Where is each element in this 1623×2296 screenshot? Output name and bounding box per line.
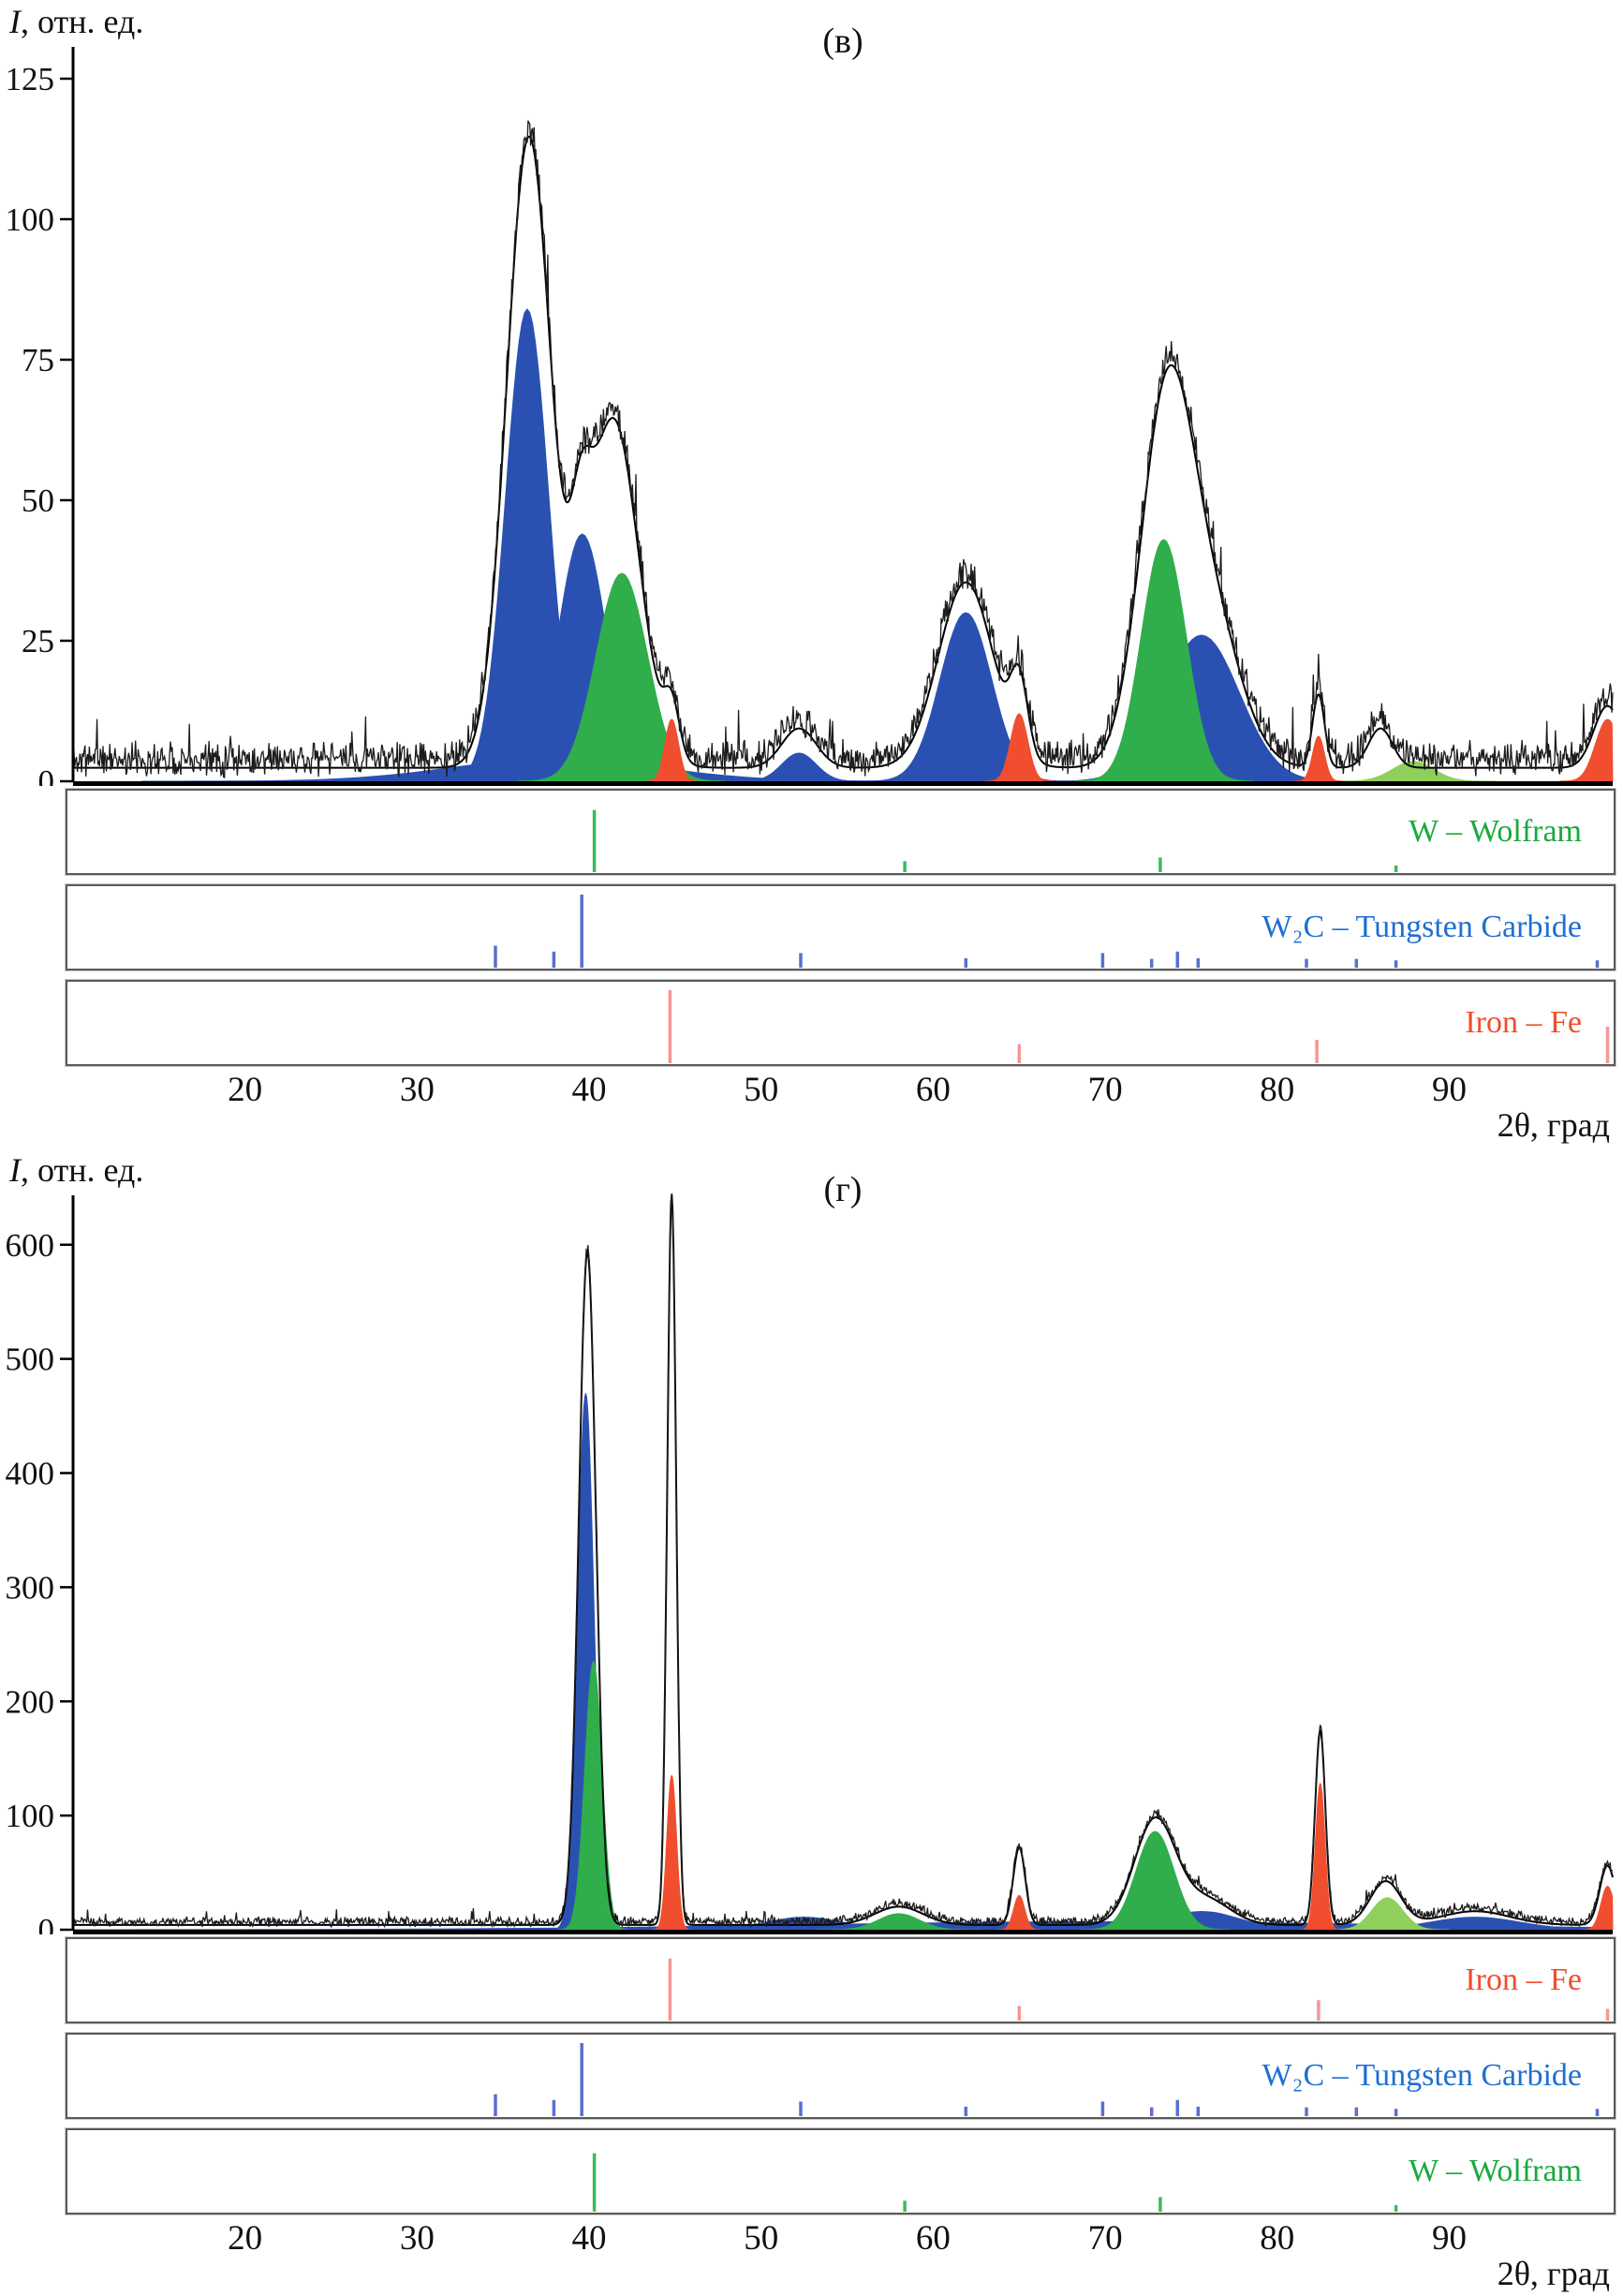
fit-peak-Fe — [643, 718, 700, 782]
figure-panel-g: I, отн. ед. (г) 0 100 200 300 400 500 600 Iron… — [0, 1148, 1623, 2296]
ref-strip-label: Iron – Fe — [1465, 1005, 1582, 1040]
fit-peak-W — [816, 1913, 981, 1931]
x-tick-label: 30 — [399, 2219, 435, 2258]
y-tick-label: 200 — [6, 1683, 55, 1720]
y-axis-title: I, отн. ед. — [9, 2, 143, 41]
y-axis-title-symbol: I — [9, 3, 21, 40]
xrd-plot: 0 100 200 300 400 500 600 — [6, 1192, 1614, 1934]
y-axis-title-units: , отн. ед. — [21, 3, 144, 40]
fit-peak-Fe — [996, 1894, 1041, 1931]
panel-label: (в) — [822, 22, 863, 61]
y-tick-label: 400 — [6, 1456, 55, 1492]
fit-envelope — [73, 135, 1614, 769]
y-tick-label: 125 — [6, 61, 55, 97]
fit-peak-W — [558, 1660, 628, 1931]
fit-peak-Fe — [1294, 735, 1343, 782]
ref-sticks — [592, 2153, 1398, 2212]
x-tick-label: 30 — [399, 1071, 435, 1109]
fit-peak-W — [1330, 761, 1497, 782]
fit-peak-W2C — [730, 752, 868, 782]
x-tick-label: 20 — [228, 2219, 263, 2258]
y-tick-label: 0 — [38, 763, 55, 786]
y-axis-title: I, отн. ед. — [9, 1150, 143, 1190]
x-tick-label: 80 — [1260, 2219, 1295, 2258]
y-tick-label: 50 — [22, 482, 54, 519]
x-tick-label: 20 — [228, 1071, 263, 1109]
y-tick-label: 300 — [6, 1569, 55, 1606]
x-axis-ticks: 20 30 40 50 60 70 80 90 — [0, 2218, 1623, 2263]
ref-strip: W – Wolfram — [66, 2128, 1616, 2215]
fit-peak-W — [1079, 1830, 1232, 1931]
fit-peak-W — [1325, 1897, 1450, 1931]
x-tick-label: 40 — [571, 2219, 607, 2258]
x-tick-label: 90 — [1431, 2219, 1467, 2258]
fit-peak-Fe — [1581, 1886, 1614, 1931]
fit-peak-Fe — [1300, 1782, 1340, 1931]
x-tick-label: 70 — [1087, 2219, 1123, 2258]
x-axis-title: 2θ, град — [1497, 2255, 1610, 2292]
y-tick-label: 600 — [6, 1227, 55, 1264]
x-tick-label: 50 — [744, 1071, 779, 1109]
ref-sticks — [494, 895, 1600, 968]
ref-strip: W₂C – Tungsten Carbide — [66, 2033, 1616, 2119]
ref-strip-label: Iron – Fe — [1465, 1963, 1582, 1997]
ref-strip-label: W₂C – Tungsten Carbide — [1262, 910, 1582, 944]
x-axis-title: 2θ, град — [1497, 1106, 1610, 1144]
x-tick-label: 60 — [915, 1071, 951, 1109]
y-tick-label: 25 — [22, 623, 54, 659]
ref-strip-label: W – Wolfram — [1409, 814, 1582, 849]
fit-envelope — [73, 1194, 1614, 1926]
ref-strip-label: W₂C – Tungsten Carbide — [1262, 2058, 1582, 2093]
x-tick-label: 80 — [1260, 1071, 1295, 1109]
x-tick-label: 50 — [744, 2219, 779, 2258]
observed-trace — [72, 1192, 1614, 1929]
fit-peak-Fe — [984, 713, 1054, 782]
fit-peak-W — [518, 572, 726, 782]
x-tick-label: 60 — [915, 2219, 951, 2258]
x-tick-label: 40 — [571, 1071, 607, 1109]
ref-sticks — [494, 2043, 1600, 2116]
ref-strip-label: W – Wolfram — [1409, 2154, 1582, 2188]
ref-sticks — [668, 1958, 1610, 2021]
figure-panel-v: I, отн. ед. (в) 0 25 50 75 100 125 W – Wolfra… — [0, 2, 1623, 1144]
fit-peak-Fe — [652, 1774, 692, 1931]
ref-sticks — [668, 990, 1610, 1063]
xrd-plot: 0 25 50 75 100 125 — [6, 47, 1614, 786]
fit-peak-Fe — [1559, 718, 1614, 782]
observed-trace — [72, 120, 1614, 778]
panel-label: (г) — [823, 1170, 863, 1209]
y-tick-label: 0 — [38, 1912, 55, 1934]
fit-peak-W — [1073, 539, 1254, 782]
y-tick-label: 100 — [6, 1798, 55, 1834]
x-axis-ticks: 20 30 40 50 60 70 80 90 — [0, 1070, 1623, 1115]
x-tick-label: 70 — [1087, 1071, 1123, 1109]
y-tick-label: 75 — [22, 342, 54, 378]
x-tick-label: 90 — [1431, 1071, 1467, 1109]
ref-sticks — [592, 809, 1398, 872]
y-tick-label: 100 — [6, 201, 55, 238]
ref-strip: W – Wolfram — [66, 789, 1616, 875]
ref-strip: W₂C – Tungsten Carbide — [66, 884, 1616, 970]
y-axis-title-units: , отн. ед. — [21, 1151, 144, 1189]
y-tick-label: 500 — [6, 1341, 55, 1378]
ref-strip: Iron – Fe — [66, 1937, 1616, 2023]
y-axis-title-symbol: I — [9, 1151, 21, 1189]
ref-strip: Iron – Fe — [66, 980, 1616, 1066]
